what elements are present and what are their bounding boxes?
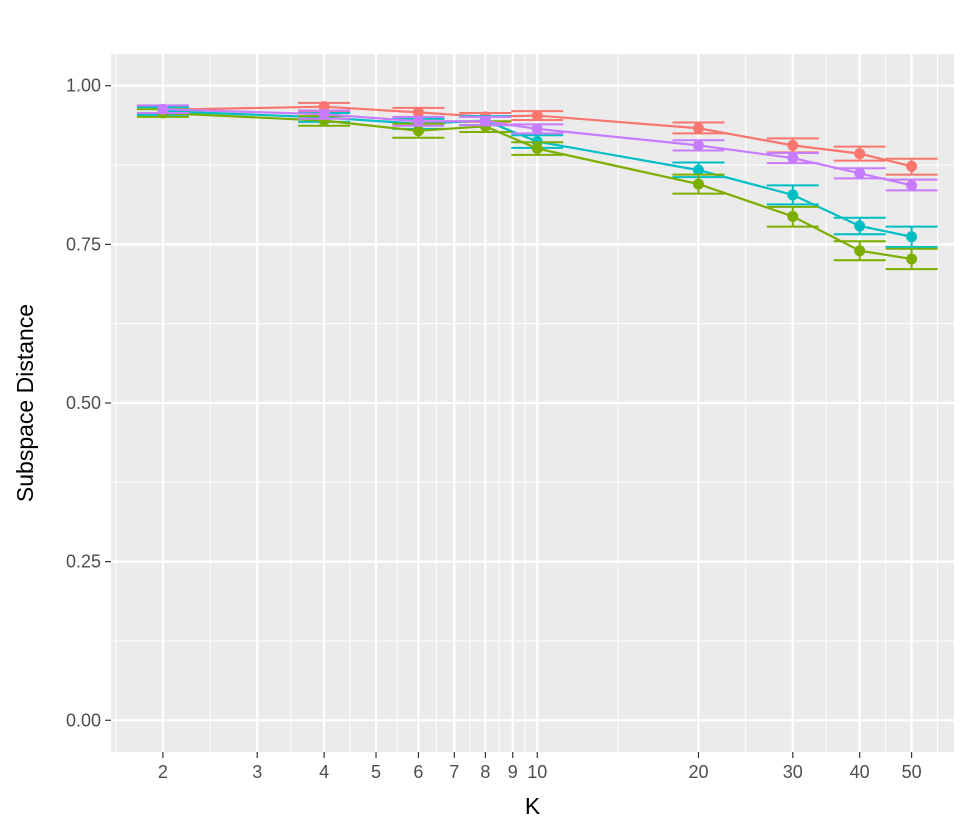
data-point	[787, 139, 799, 151]
y-tick-label: 1.00	[66, 76, 101, 96]
data-point	[787, 189, 799, 201]
x-tick-label: 50	[902, 762, 922, 782]
x-tick-label: 30	[783, 762, 803, 782]
x-tick-label: 3	[252, 762, 262, 782]
y-tick-label: 0.75	[66, 234, 101, 254]
data-point	[412, 115, 424, 127]
x-tick-label: 40	[850, 762, 870, 782]
data-point	[692, 139, 704, 151]
x-tick-label: 9	[508, 762, 518, 782]
data-point	[787, 152, 799, 164]
x-tick-label: 10	[527, 762, 547, 782]
y-axis-title: Subspace Distance	[12, 304, 38, 502]
data-point	[157, 103, 169, 115]
x-tick-label: 4	[319, 762, 329, 782]
data-point	[906, 179, 918, 191]
data-point	[318, 108, 330, 120]
data-point	[531, 110, 543, 122]
x-tick-label: 8	[480, 762, 490, 782]
series-layer	[136, 101, 938, 271]
data-point	[787, 210, 799, 222]
data-point	[531, 123, 543, 135]
data-point	[692, 164, 704, 176]
data-point	[531, 143, 543, 155]
x-tick-label: 20	[688, 762, 708, 782]
data-point	[854, 245, 866, 257]
data-point	[906, 231, 918, 243]
x-tick-label: 7	[449, 762, 459, 782]
x-tick-label: 5	[371, 762, 381, 782]
x-tick-label: 2	[158, 762, 168, 782]
y-tick-label: 0.00	[66, 710, 101, 730]
data-point	[906, 253, 918, 265]
y-tick-label: 0.25	[66, 552, 101, 572]
data-point	[906, 160, 918, 172]
y-tick-label: 0.50	[66, 393, 101, 413]
major-gridlines	[111, 54, 954, 752]
y-axis: 0.00 0.25 0.50 0.75 1.00	[66, 76, 111, 730]
x-axis-title: K	[525, 793, 541, 819]
data-point	[692, 178, 704, 190]
data-point	[692, 122, 704, 134]
data-point	[854, 148, 866, 160]
series-4	[136, 103, 938, 192]
x-axis: 2 3 4 5 6 7 8 9 10 20 30 40 50	[158, 752, 922, 782]
series-3	[136, 107, 938, 271]
data-point	[854, 220, 866, 232]
x-tick-label: 6	[413, 762, 423, 782]
data-point	[412, 125, 424, 137]
data-point	[318, 101, 330, 113]
data-point	[854, 167, 866, 179]
data-point	[412, 106, 424, 118]
data-point	[479, 115, 491, 127]
